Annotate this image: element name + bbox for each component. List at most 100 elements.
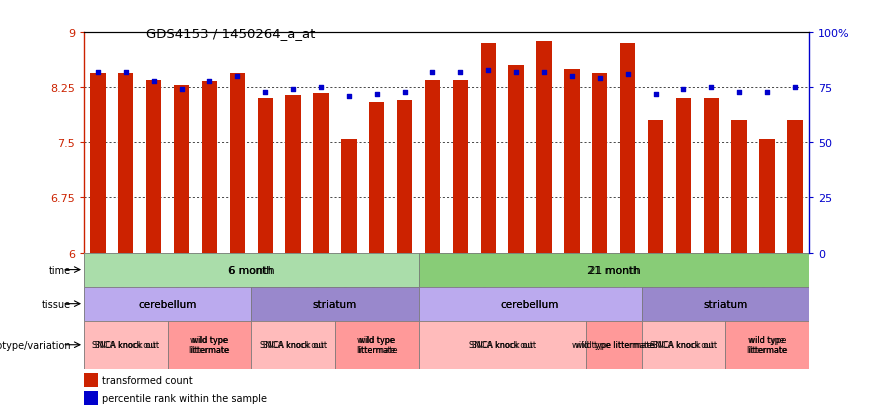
Point [732, 89, 746, 96]
Bar [251, 321, 335, 369]
Bar [174, 86, 189, 253]
Bar [418, 321, 586, 369]
Bar [508, 66, 524, 253]
Bar [418, 321, 586, 369]
Text: wild type littermate: wild type littermate [575, 340, 652, 349]
Bar [251, 287, 418, 321]
Bar [788, 121, 803, 253]
Bar [481, 44, 496, 253]
Point [118, 69, 133, 76]
Bar [118, 74, 133, 253]
Bar [642, 287, 809, 321]
Point [509, 69, 523, 76]
Bar [592, 74, 607, 253]
Bar [418, 253, 809, 287]
Bar [586, 321, 642, 369]
Bar [84, 391, 98, 405]
Bar [704, 99, 719, 253]
Bar [642, 287, 809, 321]
Point [621, 71, 635, 78]
Text: SNCA knock out: SNCA knock out [472, 340, 533, 349]
Bar [586, 321, 642, 369]
Text: wild type littermate: wild type littermate [572, 340, 655, 349]
Bar [564, 70, 580, 253]
Bar [168, 321, 251, 369]
Point [147, 78, 161, 85]
Text: cerebellum: cerebellum [501, 299, 560, 309]
Text: striatum: striatum [313, 299, 357, 309]
Text: SNCA knock out: SNCA knock out [653, 340, 714, 349]
Bar [453, 81, 468, 253]
Text: genotype/variation: genotype/variation [0, 340, 71, 350]
Text: percentile rank within the sample: percentile rank within the sample [103, 393, 267, 403]
Bar [251, 287, 418, 321]
Bar [418, 287, 642, 321]
Bar [84, 321, 168, 369]
Point [565, 74, 579, 80]
Bar [537, 42, 552, 253]
Text: cerebellum: cerebellum [501, 299, 560, 309]
Point [537, 69, 551, 76]
Text: SNCA knock out: SNCA knock out [92, 340, 159, 349]
Point [91, 69, 105, 76]
Bar [230, 74, 245, 253]
Bar [335, 321, 418, 369]
Bar [84, 373, 98, 387]
Text: wild type
littermate: wild type littermate [188, 335, 230, 355]
Text: SNCA knock out: SNCA knock out [95, 340, 156, 349]
Bar [620, 44, 636, 253]
Text: striatum: striatum [703, 299, 747, 309]
Bar [675, 99, 691, 253]
Bar [84, 321, 168, 369]
Text: GDS4153 / 1450264_a_at: GDS4153 / 1450264_a_at [146, 27, 316, 40]
Point [370, 91, 384, 98]
Bar [725, 321, 809, 369]
Text: 6 month: 6 month [229, 265, 273, 275]
Bar [84, 287, 251, 321]
Bar [84, 253, 418, 287]
Bar [418, 287, 642, 321]
Point [592, 76, 606, 83]
Text: striatum: striatum [313, 299, 357, 309]
Point [342, 93, 356, 100]
Text: wild type
littermate: wild type littermate [190, 335, 229, 355]
Bar [759, 139, 774, 253]
Bar [725, 321, 809, 369]
Point [676, 87, 690, 93]
Bar [648, 121, 663, 253]
Text: cerebellum: cerebellum [139, 299, 197, 309]
Text: cerebellum: cerebellum [139, 299, 197, 309]
Bar [251, 321, 335, 369]
Point [286, 87, 301, 93]
Point [705, 85, 719, 91]
Bar [202, 82, 217, 253]
Bar [397, 100, 412, 253]
Bar [335, 321, 418, 369]
Point [202, 78, 217, 85]
Point [230, 74, 244, 80]
Bar [90, 74, 105, 253]
Bar [731, 121, 747, 253]
Text: SNCA knock out: SNCA knock out [263, 340, 324, 349]
Bar [642, 321, 725, 369]
Text: transformed count: transformed count [103, 375, 193, 385]
Point [649, 91, 663, 98]
Text: SNCA knock out: SNCA knock out [469, 340, 536, 349]
Text: striatum: striatum [703, 299, 747, 309]
Text: wild type
littermate: wild type littermate [746, 335, 788, 355]
Text: 21 month: 21 month [587, 265, 641, 275]
Point [453, 69, 468, 76]
Bar [84, 287, 251, 321]
Bar [84, 253, 418, 287]
Point [481, 67, 495, 74]
Bar [313, 94, 329, 253]
Text: SNCA knock out: SNCA knock out [650, 340, 717, 349]
Text: 6 month: 6 month [228, 265, 275, 275]
Point [425, 69, 439, 76]
Text: 21 month: 21 month [589, 265, 639, 275]
Text: SNCA knock out: SNCA knock out [260, 340, 327, 349]
Bar [425, 81, 440, 253]
Point [174, 87, 188, 93]
Bar [341, 139, 356, 253]
Bar [418, 253, 809, 287]
